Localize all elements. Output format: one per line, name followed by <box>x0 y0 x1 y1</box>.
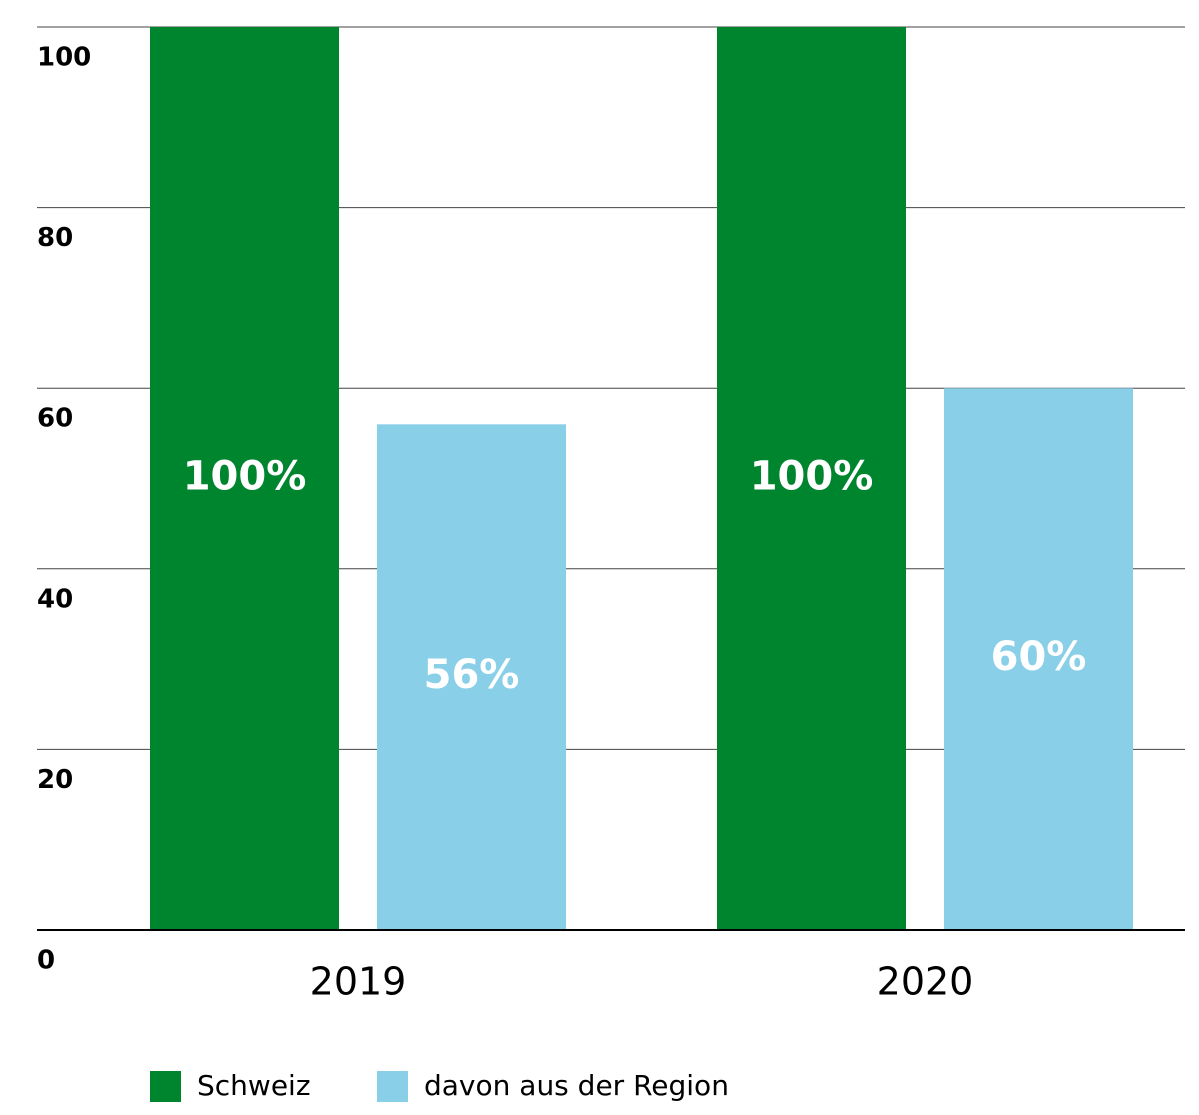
bar <box>150 27 339 930</box>
data-label: 100% <box>750 454 874 500</box>
y-tick-label: 80 <box>37 223 73 253</box>
bar <box>377 424 566 930</box>
data-label: 100% <box>183 454 307 500</box>
legend-swatch <box>150 1071 181 1102</box>
data-label: 60% <box>991 634 1087 680</box>
x-tick-label: 2020 <box>877 960 974 1004</box>
y-tick-label: 60 <box>37 404 73 434</box>
legend-swatch <box>377 1071 408 1102</box>
bar <box>944 388 1133 930</box>
data-label: 56% <box>424 652 520 698</box>
legend-label: Schweiz <box>197 1069 311 1102</box>
x-tick-label: 2019 <box>310 960 407 1004</box>
legend-label: davon aus der Region <box>424 1069 729 1102</box>
y-tick-label: 100 <box>37 43 91 73</box>
bar <box>717 27 906 930</box>
y-tick-label: 20 <box>37 765 73 795</box>
y-tick-label: 0 <box>37 946 55 976</box>
y-tick-label: 40 <box>37 584 73 614</box>
